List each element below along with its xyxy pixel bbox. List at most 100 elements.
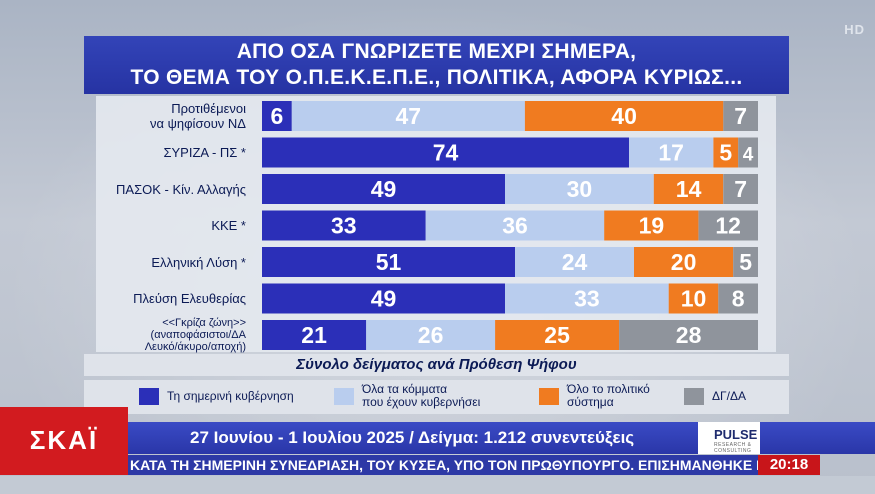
bar-segment bbox=[515, 247, 634, 277]
pollster-logo: PULSE RESEARCH & CONSULTING bbox=[698, 422, 760, 454]
category-label: Προτιθέμενοι να ψηφίσουν ΝΔ bbox=[96, 101, 246, 131]
category-label: Ελληνική Λύση * bbox=[96, 255, 246, 270]
bar-data-label: 19 bbox=[639, 213, 665, 239]
poll-info: 27 Ιουνίου - 1 Ιουλίου 2025 / Δείγμα: 1.… bbox=[190, 428, 635, 447]
bar-data-label: 17 bbox=[658, 140, 684, 166]
legend-label: Όλο το πολιτικό σύστημα bbox=[567, 383, 650, 409]
bar-segment bbox=[634, 247, 734, 277]
clock: 20:18 bbox=[758, 455, 820, 475]
category-label: <<Γκρίζα ζώνη>> (αναποφάσιστοι/ΔΑ Λευκό/άκ… bbox=[96, 317, 246, 353]
bar-data-label: 51 bbox=[376, 249, 402, 275]
category-label: ΣΥΡΙΖΑ - ΠΣ * bbox=[96, 145, 246, 160]
bar-data-label: 33 bbox=[574, 286, 600, 312]
bar-segment bbox=[738, 137, 758, 168]
bar-segment bbox=[718, 283, 758, 314]
bar-segment bbox=[505, 283, 669, 314]
bar-data-label: 7 bbox=[734, 176, 747, 202]
legend-label-line: Όλα τα κόμματα bbox=[362, 382, 448, 396]
bar-data-label: 24 bbox=[562, 249, 588, 275]
bar-data-label: 25 bbox=[544, 322, 570, 348]
bar-data-label: 49 bbox=[371, 286, 397, 312]
channel-logo: ΣΚΑΪ bbox=[0, 407, 128, 475]
bar-segment bbox=[425, 210, 605, 241]
legend-label: Όλα τα κόμματα που έχουν κυβερνήσει bbox=[362, 383, 480, 409]
bar-data-label: 36 bbox=[502, 213, 528, 239]
category-label-line: (αναποφάσιστοι/ΔΑ bbox=[150, 329, 246, 341]
bar-segment bbox=[723, 101, 758, 131]
bar-data-label: 30 bbox=[567, 176, 593, 202]
legend-swatch bbox=[334, 388, 354, 405]
legend-label-line: Τη σημερινή κυβέρνηση bbox=[167, 389, 294, 403]
legend-label-line: σύστημα bbox=[567, 395, 614, 409]
bar-segment bbox=[698, 210, 758, 241]
bar-data-label: 5 bbox=[719, 140, 732, 166]
bar-segment bbox=[653, 174, 724, 204]
category-label-line: Πλεύση Ελευθερίας bbox=[133, 291, 246, 306]
bar-data-label: 4 bbox=[743, 145, 754, 166]
bar-segment bbox=[505, 174, 654, 204]
bar-segment bbox=[262, 210, 426, 241]
bar-data-label: 12 bbox=[715, 213, 741, 239]
bar-data-label: 14 bbox=[676, 176, 702, 202]
bar-segment bbox=[291, 101, 525, 131]
category-label-line: Ελληνική Λύση * bbox=[151, 254, 246, 270]
news-crawl: ΚΑΤΑ ΤΗ ΣΗΜΕΡΙΝΗ ΣΥΝΕΔΡΙΑΣΗ, ΤΟΥ ΚΥΣΕΑ, … bbox=[128, 455, 758, 475]
bar-data-label: 47 bbox=[396, 103, 422, 129]
hd-badge: HD bbox=[844, 22, 865, 37]
chart-subtitle: Σύνολο δείγματος ανά Πρόθεση Ψήφου bbox=[84, 354, 789, 376]
legend-swatch bbox=[539, 388, 559, 405]
category-label-line: να ψηφίσουν ΝΔ bbox=[150, 116, 246, 131]
bar-segment bbox=[723, 174, 758, 204]
bar-segment bbox=[668, 283, 719, 314]
category-label-line: ΠΑΣΟΚ - Κίν. Αλλαγής bbox=[116, 181, 246, 197]
bar-segment bbox=[262, 247, 515, 277]
bar-data-label: 49 bbox=[371, 176, 397, 202]
bar-data-label: 74 bbox=[433, 140, 459, 166]
legend-label-line: ΔΓ/ΔΑ bbox=[712, 389, 746, 403]
bar-segment bbox=[524, 101, 724, 131]
title-line-2: ΤΟ ΘΕΜΑ ΤΟΥ Ο.Π.Ε.Κ.Ε.Π.Ε., ΠΟΛΙΤΙΚΑ, ΑΦ… bbox=[130, 66, 743, 89]
category-label: Πλεύση Ελευθερίας bbox=[96, 291, 246, 306]
bar-data-label: 28 bbox=[676, 322, 702, 348]
bar-segment bbox=[262, 101, 292, 131]
category-label: ΚΚΕ * bbox=[96, 218, 246, 233]
legend-label: ΔΓ/ΔΑ bbox=[712, 390, 746, 403]
legend-label-line: που έχουν κυβερνήσει bbox=[362, 395, 481, 409]
bar-data-label: 10 bbox=[681, 286, 707, 312]
legend: Τη σημερινή κυβέρνηση Όλα τα κόμματα που έ… bbox=[84, 380, 789, 414]
bar-segment bbox=[262, 320, 367, 350]
bar-segment bbox=[366, 320, 496, 350]
chart-title: ΑΠΟ ΟΣΑ ΓΝΩΡΙΖΕΤΕ ΜΕΧΡΙ ΣΗΜΕΡΑ, ΤΟ ΘΕΜΑ … bbox=[84, 36, 789, 94]
bar-data-label: 8 bbox=[732, 286, 745, 312]
channel-logo-text: ΣΚΑΪ bbox=[29, 425, 99, 455]
bar-segment bbox=[262, 137, 629, 168]
category-label-line: Λευκό/άκυρο/αποχή) bbox=[144, 341, 246, 353]
category-label: ΠΑΣΟΚ - Κίν. Αλλαγής bbox=[96, 182, 246, 197]
news-crawl-text: ΚΑΤΑ ΤΗ ΣΗΜΕΡΙΝΗ ΣΥΝΕΔΡΙΑΣΗ, ΤΟΥ ΚΥΣΕΑ, … bbox=[130, 457, 758, 473]
bar-segment bbox=[262, 174, 505, 204]
pollster-tagline: RESEARCH & CONSULTING bbox=[714, 442, 752, 454]
bar-data-label: 7 bbox=[734, 103, 747, 129]
bottom-strip bbox=[0, 476, 875, 494]
bar-segment bbox=[604, 210, 699, 241]
title-line-1: ΑΠΟ ΟΣΑ ΓΝΩΡΙΖΕΤΕ ΜΕΧΡΙ ΣΗΜΕΡΑ, bbox=[236, 40, 637, 63]
bar-segment bbox=[262, 283, 505, 314]
bar-segment bbox=[733, 247, 758, 277]
bar-segment bbox=[619, 320, 758, 350]
legend-label-line: Όλο το πολιτικό bbox=[567, 382, 650, 396]
legend-swatch bbox=[139, 388, 159, 405]
category-label-line: ΣΥΡΙΖΑ - ΠΣ * bbox=[163, 145, 246, 160]
bar-segment bbox=[495, 320, 620, 350]
legend-label: Τη σημερινή κυβέρνηση bbox=[167, 390, 294, 403]
bar-data-label: 20 bbox=[671, 249, 697, 275]
bar-data-label: 5 bbox=[739, 249, 752, 275]
category-label-line: ΚΚΕ * bbox=[211, 218, 246, 233]
bar-data-label: 26 bbox=[418, 322, 444, 348]
bar-segment bbox=[713, 137, 739, 168]
bar-data-label: 33 bbox=[331, 213, 357, 239]
bar-data-label: 40 bbox=[611, 103, 637, 129]
bar-segment bbox=[629, 137, 714, 168]
category-label-line: Προτιθέμενοι bbox=[171, 101, 246, 116]
category-label-line: <<Γκρίζα ζώνη>> bbox=[162, 317, 246, 329]
